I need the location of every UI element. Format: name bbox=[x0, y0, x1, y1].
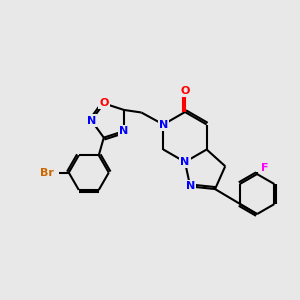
Text: N: N bbox=[119, 126, 128, 136]
Text: F: F bbox=[261, 163, 269, 173]
Text: O: O bbox=[180, 86, 190, 96]
Text: O: O bbox=[99, 98, 109, 108]
Text: Br: Br bbox=[40, 168, 54, 178]
Text: N: N bbox=[87, 116, 96, 125]
Text: N: N bbox=[159, 119, 168, 130]
Text: N: N bbox=[180, 157, 190, 167]
Text: N: N bbox=[186, 182, 195, 191]
